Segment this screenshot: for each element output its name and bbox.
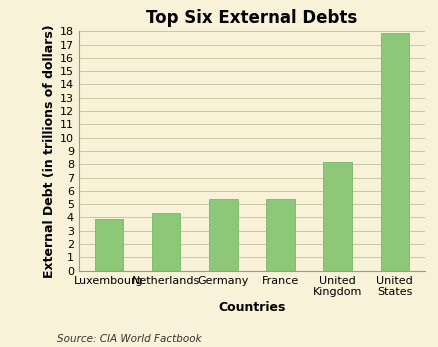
Bar: [266, 199, 295, 271]
Bar: [95, 219, 123, 271]
X-axis label: Countries: Countries: [218, 301, 286, 314]
Text: Source: CIA World Factbook: Source: CIA World Factbook: [57, 333, 201, 344]
Bar: [323, 162, 352, 271]
Y-axis label: External Debt (in trillions of dollars): External Debt (in trillions of dollars): [42, 24, 56, 278]
Bar: [209, 200, 237, 271]
Title: Top Six External Debts: Top Six External Debts: [146, 9, 357, 27]
Bar: [381, 33, 409, 271]
Bar: [152, 213, 180, 271]
